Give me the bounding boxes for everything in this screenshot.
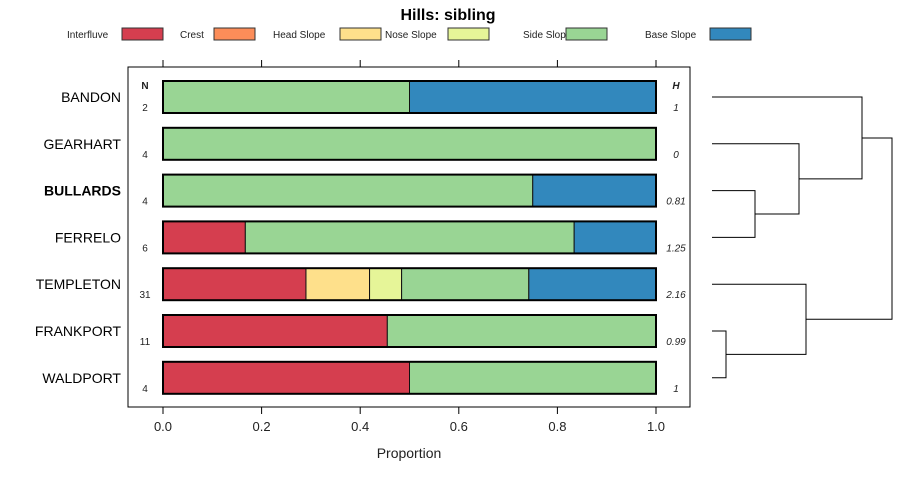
- bar-segment-interfluve: [162, 314, 388, 348]
- bar-segment-side-slope: [162, 127, 657, 161]
- bar-segment-base-slope: [532, 174, 657, 208]
- row-h: 1.25: [666, 243, 686, 254]
- legend-swatch: [447, 27, 490, 41]
- bar-outline: [162, 220, 657, 255]
- row-h: 0: [673, 150, 679, 161]
- x-axis: 0.0 0.2 0.4 0.6 0.8 1.0: [154, 60, 665, 434]
- bar-segment-base-slope: [409, 80, 657, 114]
- bar-segment-interfluve: [162, 220, 246, 254]
- bar-segment-base-slope: [573, 220, 657, 254]
- row-label: TEMPLETON: [36, 276, 121, 292]
- bar-row: FERRELO 6 1.25: [55, 220, 686, 255]
- plot-frame: [127, 66, 691, 408]
- row-n: 4: [142, 150, 148, 161]
- row-n: 4: [142, 197, 148, 208]
- bars: BANDON 2 1 GEARHART 4 0 BULLARDS 4 0.81 FERRELO 6 1…: [35, 80, 686, 395]
- bar-segment-side-slope: [162, 174, 534, 208]
- bar-segment-nose-slope: [369, 267, 403, 301]
- row-n: 4: [142, 384, 148, 395]
- bar-segment-side-slope: [162, 80, 410, 114]
- row-label: FRANKPORT: [35, 323, 122, 339]
- bar-row: BULLARDS 4 0.81: [44, 173, 686, 208]
- x-tick-label: 0.2: [253, 419, 271, 434]
- row-label: BANDON: [61, 89, 121, 105]
- x-tick-label: 0.8: [548, 419, 566, 434]
- bar-segment-interfluve: [162, 267, 307, 301]
- bar-segment-base-slope: [528, 267, 657, 301]
- row-label: WALDPORT: [42, 370, 121, 386]
- dendrogram-branch: [712, 330, 727, 379]
- bar-segment-side-slope: [401, 267, 530, 301]
- bar-outline: [162, 314, 657, 348]
- legend-swatch: [213, 27, 256, 41]
- bar-row: WALDPORT 4 1: [42, 360, 679, 395]
- bar-outline: [162, 360, 657, 395]
- bar-outline: [162, 80, 657, 114]
- legend-swatch: [709, 27, 752, 41]
- bar-outline: [162, 126, 657, 161]
- row-label: FERRELO: [55, 229, 121, 245]
- row-h: 1: [673, 384, 679, 395]
- legend-swatch: [339, 27, 382, 41]
- legend-label: Base Slope: [645, 30, 697, 41]
- row-n: 31: [139, 290, 151, 301]
- x-axis-label: Proportion: [377, 445, 442, 461]
- bar-segment-side-slope: [386, 314, 657, 348]
- dendrogram-branch: [712, 190, 756, 238]
- bar-outline: [162, 267, 657, 302]
- legend-label: Head Slope: [273, 30, 326, 41]
- row-label: GEARHART: [43, 136, 121, 152]
- bar-segment-side-slope: [409, 361, 657, 395]
- h-header: H: [672, 81, 680, 92]
- row-h: 0.99: [666, 337, 686, 348]
- legend-label: Nose Slope: [385, 30, 437, 41]
- legend: Interfluve Crest Head Slope Nose Slope Side …: [67, 27, 752, 41]
- bar-row: TEMPLETON 31 2.16: [36, 267, 686, 302]
- bar-segment-head-slope: [305, 267, 371, 301]
- bar-segment-side-slope: [244, 220, 575, 254]
- row-h: 0.81: [666, 197, 685, 208]
- bar-row: GEARHART 4 0: [43, 126, 679, 161]
- dendrogram-branch: [806, 137, 893, 320]
- bar-row: BANDON 2 1: [61, 80, 679, 114]
- dendrogram: [712, 96, 893, 379]
- legend-swatch: [121, 27, 164, 41]
- x-tick-label: 1.0: [647, 419, 665, 434]
- row-n: 6: [142, 243, 148, 254]
- x-tick-label: 0.4: [351, 419, 369, 434]
- bar-row: FRANKPORT 11 0.99: [35, 314, 686, 348]
- row-label: BULLARDS: [44, 183, 121, 199]
- row-n: 11: [140, 337, 151, 348]
- x-tick-label: 0.0: [154, 419, 172, 434]
- legend-label: Side Slope: [523, 30, 572, 41]
- x-tick-label: 0.6: [450, 419, 468, 434]
- bar-segment-interfluve: [162, 361, 410, 395]
- dendrogram-branch: [712, 96, 863, 180]
- row-n: 2: [142, 103, 148, 114]
- row-h: 2.16: [665, 290, 686, 301]
- bar-outline: [162, 173, 657, 208]
- row-h: 1: [673, 103, 679, 114]
- legend-swatch: [565, 27, 608, 41]
- legend-label: Interfluve: [67, 30, 109, 41]
- n-header: N: [141, 81, 148, 92]
- legend-label: Crest: [180, 30, 204, 41]
- chart-title: Hills: sibling: [400, 7, 495, 24]
